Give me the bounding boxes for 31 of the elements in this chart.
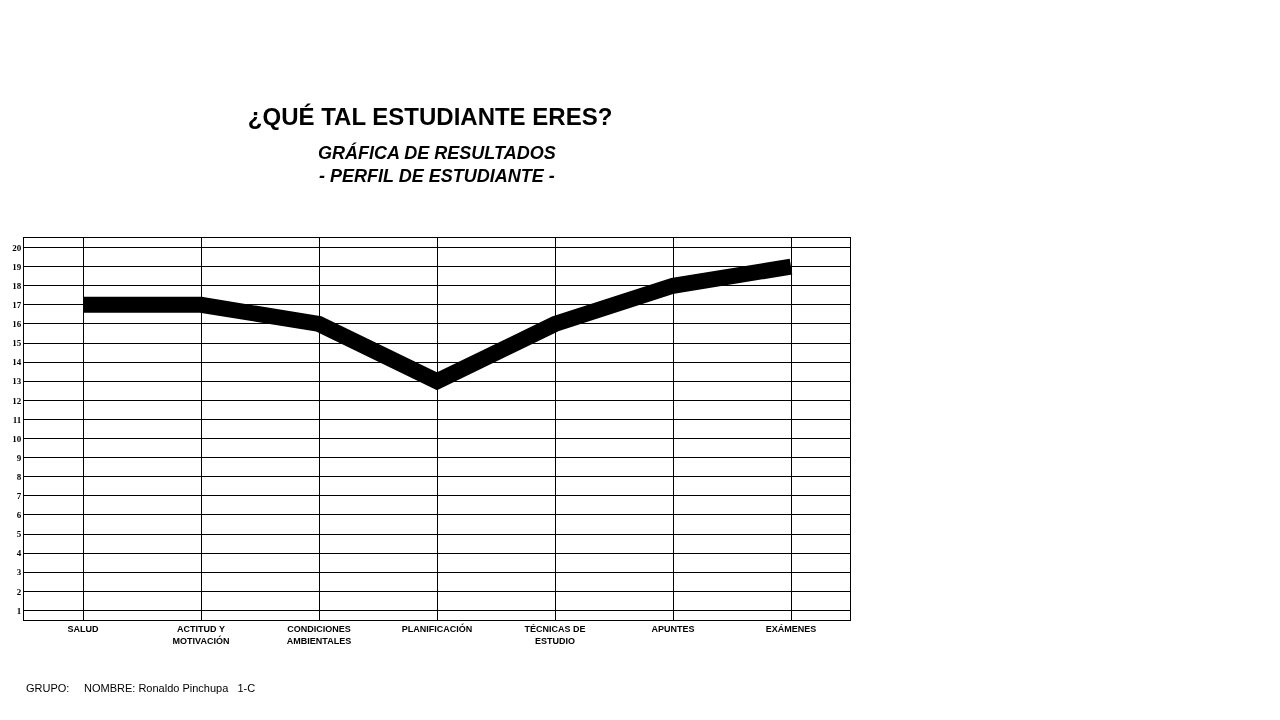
x-tick-label: PLANIFICACIÓN [401,622,473,634]
text: NOMBRE: Ronaldo Pinchupa 1-C [84,682,256,694]
y-tick-label: 2 [16,586,22,597]
y-tick-label: 17 [12,300,22,310]
y-tick-label: 9 [16,452,22,463]
chart-title: ¿QUÉ TAL ESTUDIANTE ERES? [247,102,613,130]
chart-subtitle: GRÁFICA DE RESULTADOS - PERFIL DE ESTUDIANTE - [318,142,556,187]
x-tick-label: ACTITUD Y MOTIVACIÓN [172,623,230,646]
y-tick-label: 8 [16,471,22,482]
y-tick-label: 12 [12,395,22,406]
y-tick-label: 14 [12,357,22,368]
text: GRUPO: [26,682,70,694]
y-tick-label: 20 [12,242,22,253]
x-tick-label: CONDICIONES AMBIENTALES [286,623,352,646]
y-tick-label: 5 [16,529,22,540]
y-tick-label: 7 [16,491,22,501]
y-tick-label: 11 [12,414,22,425]
y-tick-label: 6 [16,510,22,521]
x-tick-label: EXÁMENES [765,623,817,634]
y-tick-label: 3 [16,567,22,578]
y-tick-label: 13 [12,376,22,387]
y-tick-label: 4 [16,548,22,559]
y-tick-label: 10 [12,433,22,444]
y-tick-label: 1 [16,605,22,616]
y-tick-label: 18 [12,280,22,291]
x-tick-label: SALUD [67,623,99,634]
x-tick-label: TÉCNICAS DE ESTUDIO [524,623,586,646]
y-tick-label: 15 [12,338,22,349]
y-tick-label: 16 [12,319,22,330]
y-tick-label: 19 [12,261,22,272]
x-tick-label: APUNTES [651,623,695,634]
